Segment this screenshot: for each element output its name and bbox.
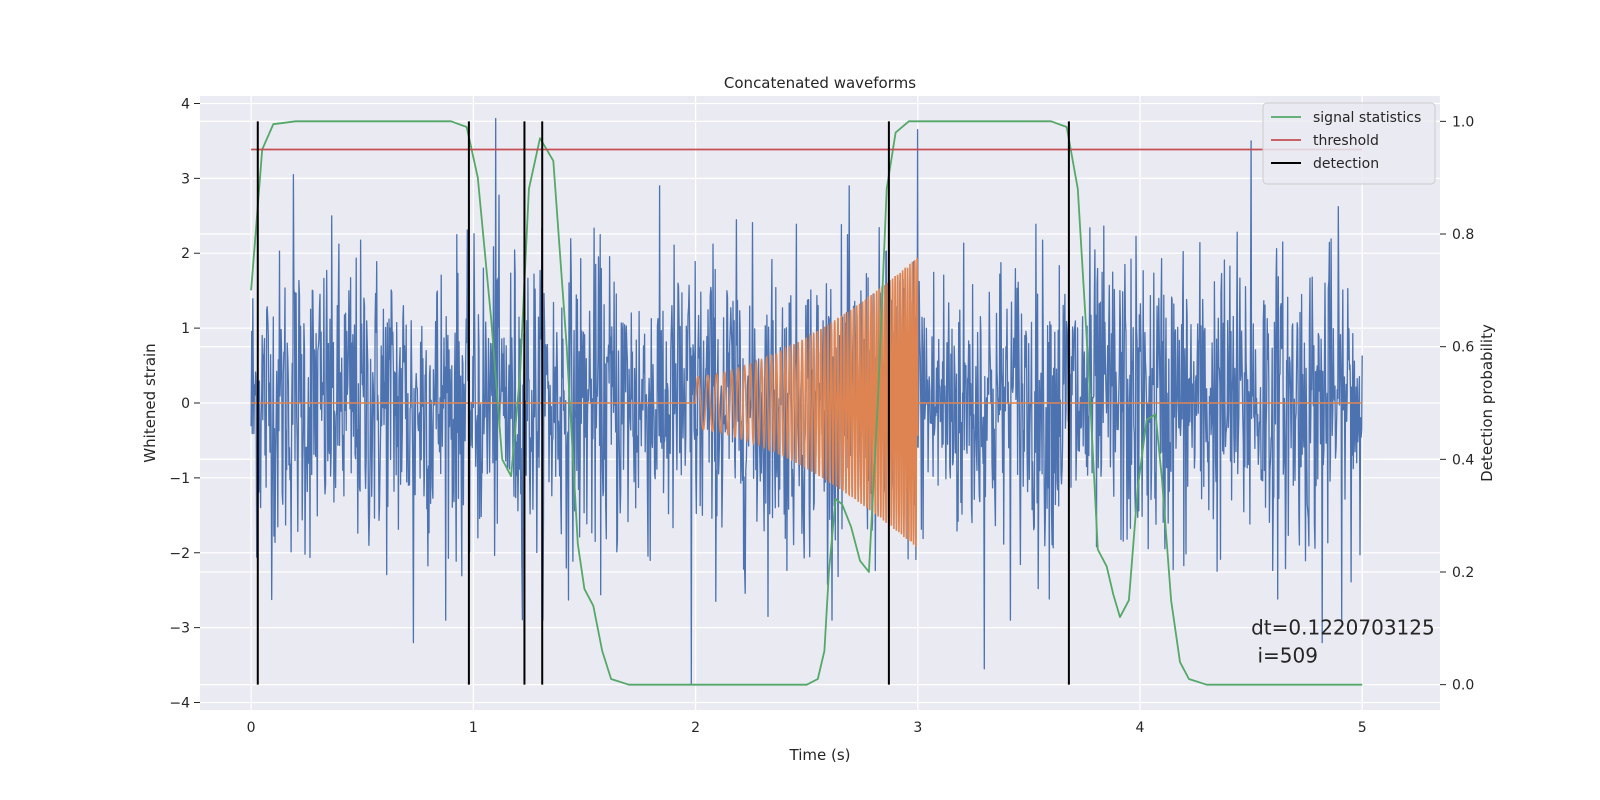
y-tick-label-3: −1: [169, 471, 190, 487]
legend-label-detection: detection: [1313, 156, 1379, 172]
x-axis-ticks: 0 1 2 3 4 5: [247, 720, 1367, 736]
x-tick-label-3: 3: [913, 720, 922, 736]
y2-axis-ticks: 0.0 0.2 0.4 0.6 0.8 1.0: [1440, 114, 1474, 694]
y-tick-label-6: 2: [181, 246, 190, 262]
x-tick-label-1: 1: [469, 720, 478, 736]
series-chirp-line: [251, 257, 1363, 547]
annotation-line-1: i=509: [1251, 644, 1318, 668]
y2-axis-label: Detection probability: [1478, 324, 1496, 482]
y-axis-label: Whitened strain: [141, 343, 159, 462]
x-axis-label: Time (s): [789, 746, 851, 764]
legend-label-threshold: threshold: [1313, 133, 1379, 149]
legend-label-signal-statistics: signal statistics: [1313, 110, 1421, 126]
y-tick-label-4: 0: [181, 396, 190, 412]
y2-tick-label-5: 1.0: [1452, 114, 1474, 130]
y-tick-label-7: 3: [181, 171, 190, 187]
x-tick-label-5: 5: [1358, 720, 1367, 736]
chart-title: Concatenated waveforms: [724, 74, 916, 92]
y-tick-label-1: −3: [169, 621, 190, 637]
y-axis-ticks: −4 −3 −2 −1 0 1 2 3 4: [169, 96, 200, 712]
y2-tick-label-0: 0.0: [1452, 678, 1474, 694]
x-tick-label-4: 4: [1136, 720, 1145, 736]
x-tick-label-2: 2: [691, 720, 700, 736]
y2-tick-label-1: 0.2: [1452, 565, 1474, 581]
annotation-line-0: dt=0.1220703125: [1251, 616, 1435, 640]
series-layer: [250, 117, 1363, 686]
y-tick-label-0: −4: [169, 696, 190, 712]
y2-tick-label-2: 0.4: [1452, 452, 1474, 468]
legend-box: [1262, 102, 1436, 185]
legend: signal statistics threshold detection: [1262, 102, 1436, 185]
y2-tick-label-4: 0.8: [1452, 227, 1474, 243]
y-tick-label-8: 4: [181, 96, 190, 112]
annotation: dt=0.1220703125 i=509: [1251, 616, 1435, 668]
x-tick-label-0: 0: [247, 720, 256, 736]
y2-tick-label-3: 0.6: [1452, 340, 1474, 356]
y-tick-label-5: 1: [181, 321, 190, 337]
y-tick-label-2: −2: [169, 546, 190, 562]
series-signal-statistics-line: [250, 120, 1363, 686]
